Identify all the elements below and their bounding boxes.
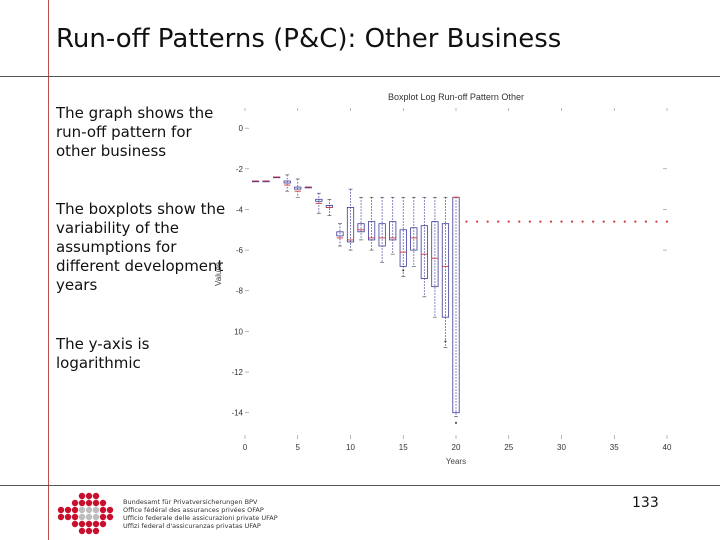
tail-point [476,220,479,223]
x-tick-label: 25 [504,443,513,452]
tail-point [560,220,563,223]
x-tick-label: 30 [557,443,566,452]
box-body [410,227,418,251]
accent-vertical-line [48,0,49,540]
tail-point [497,220,500,223]
tail-point [549,220,553,223]
y-tick-label: -6 [236,246,244,255]
y-tick-label: 0 [239,124,244,133]
box-body [336,231,344,237]
box-body [283,180,291,184]
tail-point [528,220,531,223]
tail-point [592,220,595,223]
title-divider [0,76,720,77]
box-body [367,221,376,241]
x-tick-label: 20 [452,443,461,452]
tail-point [539,220,542,223]
y-tick-label: -12 [231,368,243,377]
box-body [399,229,407,267]
y-tick-label: 10 [234,327,243,336]
x-tick-label: 10 [346,443,355,452]
tail-point [634,220,637,223]
y-tick-label: -2 [236,165,244,174]
box-body [389,221,397,241]
tail-point [465,220,468,223]
tail-point [570,220,574,223]
x-tick-label: 35 [610,443,619,452]
bpv-logo [57,492,114,535]
page-number: 133 [632,495,659,511]
box-body [441,223,450,318]
slide-title: Run-off Patterns (P&C): Other Business [56,24,562,54]
outlier-point [402,269,405,272]
boxplot-chart: Boxplot Log Run-off Pattern Other Years … [215,92,672,466]
x-tick-label: 0 [243,443,248,452]
x-axis-label: Years [446,457,466,466]
x-tick-label: 40 [663,443,672,452]
org-name-rm: Uffizi federal d'assicuranzas privatas U… [123,522,261,530]
footer-divider [0,485,720,486]
tail-point [602,220,605,223]
outlier-point [455,421,457,424]
y-tick-label: -4 [236,205,244,214]
box-body [431,221,439,288]
tail-point [655,220,658,223]
tail-point [507,220,510,223]
org-name-de: Bundesamt für Privatversicherungen BPV [123,498,258,506]
org-name-it: Ufficio federale delle assicurazioni pri… [123,514,278,522]
org-name-block: Bundesamt für Privatversicherungen BPV O… [123,498,278,530]
box-body [420,225,428,279]
tail-point [613,220,616,223]
y-tick-label: -8 [236,287,244,296]
box-body [378,223,386,247]
chart-marks: 0 -2 -4 -6 -8 10 -12 -14 0 5 10 15 20 25 30 35 40 [231,108,672,452]
y-tick-label: -14 [231,409,243,418]
paragraph-boxplot-description: The boxplots show the variability of the… [56,200,226,294]
box-body [315,198,323,202]
box-body [346,207,355,243]
box-body [357,223,365,233]
x-tick-label: 5 [296,443,301,452]
y-axis-label: Values [215,262,223,286]
tail-point [581,220,584,223]
tail-point [486,220,489,223]
tail-point [644,220,647,223]
paragraph-log-axis-note: The y-axis is logarithmic [56,335,150,372]
paragraph-graph-description: The graph shows the run-off pattern for … [56,104,214,160]
tail-point [623,220,626,223]
org-name-fr: Office fédéral des assurances privées OF… [123,506,264,514]
outlier-point [444,340,447,343]
x-tick-label: 15 [399,443,408,452]
chart-title: Boxplot Log Run-off Pattern Other [388,92,524,102]
tail-point [665,220,669,223]
box-body [294,186,302,190]
tail-point [518,220,521,223]
